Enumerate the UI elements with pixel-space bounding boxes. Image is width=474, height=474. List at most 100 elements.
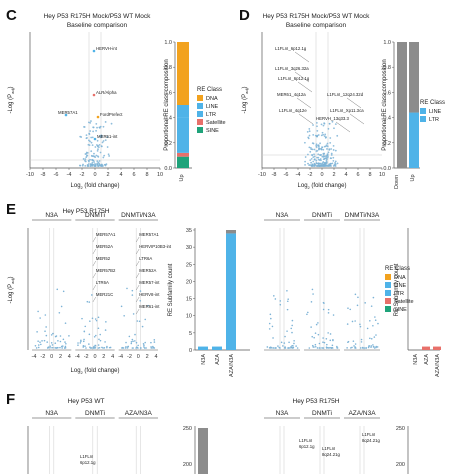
- annotation-label: MER51-int: [97, 134, 118, 139]
- panel-d: D Hey P53 R175H Mock/P53 WT Mock Baselin…: [239, 7, 445, 190]
- volcano-point: [327, 312, 330, 314]
- volcano-point: [54, 347, 57, 349]
- panel-e: E Hey P53 R175H N3A DNMTi DNMTi/N3A -4 -2 0 2…: [6, 201, 441, 377]
- volcano-point: [84, 158, 87, 161]
- volcano-point: [317, 134, 320, 136]
- volcano-point: [329, 141, 332, 144]
- volcano-point: [359, 347, 362, 349]
- x-tick-label: 4: [119, 172, 122, 178]
- legend-swatch: [197, 95, 203, 101]
- facet-header-label: DNMTi/N3A: [345, 212, 380, 219]
- facet-header-label: DNMTi: [312, 212, 332, 219]
- x-tick-label: -2: [84, 354, 89, 360]
- annotation-leader: [92, 260, 96, 267]
- volcano-point: [330, 148, 333, 150]
- volcano-point: [319, 142, 321, 145]
- annotation-leader: [294, 71, 310, 83]
- panel-e-headers: N3A DNMTi DNMTi/N3A: [32, 212, 158, 221]
- composition-d-ticks: Down Up 0.0 0.2 0.4 0.6 0.8 1.0: [383, 40, 416, 189]
- volcano-point: [315, 143, 318, 146]
- annotation-label: MER61-int: [139, 304, 160, 309]
- volcano-point: [350, 347, 352, 349]
- volcano-point: [310, 326, 312, 328]
- subfamily-bar-satellite: [422, 346, 430, 350]
- volcano-point: [104, 139, 107, 142]
- volcano-point: [356, 304, 359, 307]
- x-tick-label: 6: [356, 172, 359, 178]
- x-tick-label: 0: [50, 354, 53, 360]
- volcano-point: [87, 143, 90, 146]
- volcano-point: [325, 337, 328, 340]
- x-tick-label: 6: [132, 172, 135, 178]
- volcano-point: [317, 322, 319, 324]
- volcano-point: [322, 148, 325, 151]
- volcano-point: [287, 298, 289, 300]
- volcano-point: [367, 346, 370, 349]
- volcano-point: [85, 156, 88, 159]
- legend-label: DNA: [394, 275, 406, 281]
- volcano-point: [309, 150, 312, 153]
- volcano-point: [286, 308, 289, 311]
- annotation-label: MER57A1: [96, 232, 116, 237]
- annotation-leader: [335, 121, 351, 133]
- volcano-point: [286, 330, 288, 332]
- volcano-point: [64, 345, 67, 348]
- x-tick-label: -4: [75, 354, 80, 360]
- volcano-point: [35, 347, 38, 349]
- annotation-label: HERV8-int: [139, 292, 160, 297]
- volcano-point: [90, 150, 93, 153]
- volcano-point: [319, 162, 322, 165]
- volcano-point: [93, 336, 96, 338]
- volcano-point: [313, 155, 316, 158]
- y-tick-label: 0.6: [164, 90, 172, 96]
- volcano-point: [312, 160, 315, 163]
- annotation-label: MER57A1: [58, 110, 78, 115]
- volcano-point: [108, 155, 111, 157]
- volcano-point: [320, 154, 323, 156]
- volcano-point: [375, 334, 377, 336]
- volcano-point: [334, 149, 337, 152]
- volcano-d-ylabel: -Log (Padj): [242, 86, 249, 113]
- volcano-point: [346, 347, 348, 349]
- x-tick-label: 0: [93, 172, 96, 178]
- legend-swatch: [197, 127, 203, 133]
- volcano-point: [314, 134, 317, 137]
- volcano-point: [64, 341, 66, 343]
- volcano-point: [94, 345, 97, 347]
- facet-header-label: N3A: [45, 410, 58, 417]
- volcano-point: [131, 289, 134, 292]
- volcano-point: [150, 341, 152, 344]
- volcano-point: [308, 130, 311, 133]
- annotation-label: MER61_4q12a: [277, 92, 306, 97]
- volcano-point: [311, 344, 314, 347]
- volcano-point: [320, 147, 323, 150]
- volcano-point: [315, 144, 318, 147]
- volcano-point: [323, 155, 326, 158]
- composition-c-bars: [177, 42, 189, 168]
- volcano-point: [105, 321, 107, 323]
- volcano-point: [36, 331, 38, 333]
- annotation-label: 8q24.21g: [362, 438, 381, 443]
- volcano-point: [143, 347, 146, 349]
- volcano-point: [336, 347, 339, 349]
- volcano-point: [336, 345, 338, 348]
- legend-swatch: [420, 116, 426, 122]
- legend-label: SINE: [394, 307, 407, 313]
- annotation-label: MER52A: [139, 268, 156, 273]
- volcano-point: [372, 344, 374, 346]
- volcano-point: [329, 157, 332, 160]
- volcano-point: [150, 346, 152, 348]
- volcano-point: [375, 345, 378, 348]
- volcano-point: [277, 345, 279, 347]
- volcano-point: [321, 162, 323, 165]
- volcano-point: [97, 146, 100, 149]
- x-tick-label: 4: [68, 354, 71, 360]
- volcano-point: [95, 122, 98, 125]
- volcano-point: [141, 325, 144, 328]
- volcano-point: [153, 339, 156, 341]
- x-tick-label: -4: [296, 172, 301, 178]
- volcano-point: [308, 164, 311, 166]
- facet-header-label: AZA/N3A: [125, 410, 153, 417]
- volcano-point: [290, 327, 293, 330]
- volcano-point: [98, 160, 101, 162]
